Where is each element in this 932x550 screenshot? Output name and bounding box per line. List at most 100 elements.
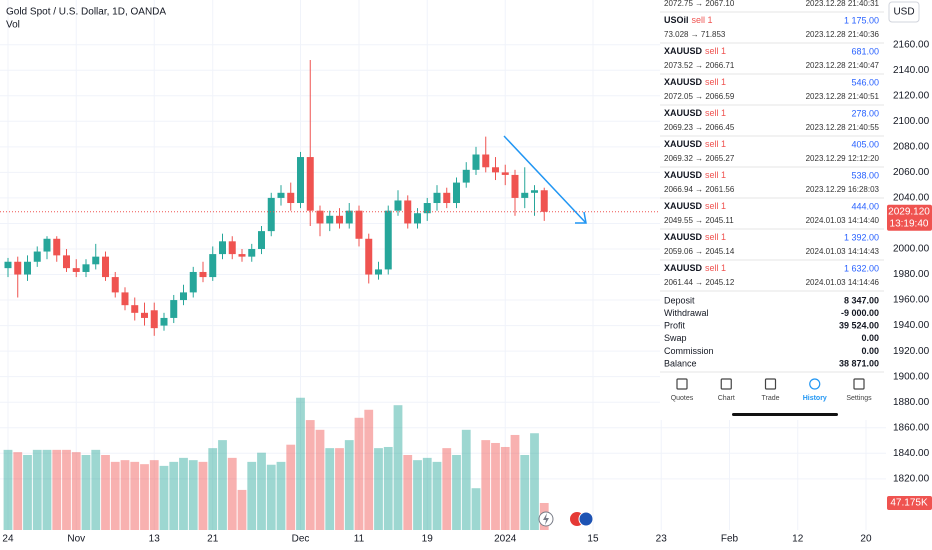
nav-item[interactable]: History: [803, 378, 827, 402]
volume-bar: [335, 448, 344, 530]
y-tick-label: 2040.00: [893, 193, 930, 204]
trade-profit: 1 392.00: [844, 232, 879, 242]
candle-body: [92, 256, 100, 265]
trade-side: sell 1: [705, 170, 726, 180]
trade-symbol: XAUUSD sell 1: [664, 139, 726, 149]
volume-bar: [149, 460, 159, 530]
volume-bar: [530, 433, 539, 530]
trade-symbol-text: XAUUSD: [664, 170, 703, 180]
trade-symbol-text: XAUUSD: [664, 77, 703, 87]
summary-label: Balance: [664, 358, 697, 368]
volume-bar: [325, 448, 335, 530]
volume-bar: [500, 446, 510, 530]
candle-body: [14, 261, 22, 275]
volume-bar: [403, 455, 413, 530]
candle-body: [540, 190, 548, 212]
trade-side: sell 1: [705, 46, 726, 56]
volume-bar: [286, 444, 296, 530]
candle-body: [150, 310, 158, 329]
y-tick-label: 1880.00: [893, 397, 930, 408]
trade-time: 2023.12.28 21:40:36: [806, 30, 880, 39]
last-volume-box: [887, 495, 932, 510]
last-price-box: [887, 204, 932, 231]
volume-bar: [364, 409, 374, 530]
volume-bar: [188, 460, 198, 530]
trade-prices: 2066.94 → 2061.56: [664, 185, 735, 194]
volume-bar: [91, 449, 101, 530]
candle-body: [179, 292, 187, 301]
candle-body: [394, 200, 402, 211]
volume-bar: [208, 448, 218, 530]
volume-bar: [315, 429, 325, 530]
candle-body: [121, 292, 129, 306]
trade-profit: 681.00: [851, 46, 879, 56]
trade-prices: 73.028 → 71.853: [664, 30, 726, 39]
summary-label: Profit: [664, 321, 686, 331]
last-price: 2029.120: [888, 206, 930, 217]
volume-bar: [218, 440, 227, 530]
candle-body: [23, 261, 31, 275]
candle-body: [199, 271, 207, 278]
volume-bar: [140, 464, 149, 530]
trade-profit: 405.00: [851, 139, 879, 149]
trade-prices: 2061.44 → 2045.12: [664, 278, 735, 287]
trade-symbol-text: XAUUSD: [664, 201, 703, 211]
candle-body: [374, 269, 382, 275]
summary-label: Commission: [664, 346, 714, 356]
candle-body: [443, 192, 451, 204]
x-tick-label: Nov: [67, 534, 85, 545]
x-tick-label: 11: [354, 534, 365, 545]
nav-icon: [853, 378, 865, 390]
volume-bar: [247, 461, 257, 530]
volume-bar: [159, 465, 169, 530]
x-tick-label: 21: [207, 534, 219, 545]
trade-time: 2023.12.28 21:40:55: [806, 123, 880, 132]
candle-body: [335, 215, 343, 224]
nav-item[interactable]: Settings: [846, 378, 872, 402]
nav-icon: [720, 378, 732, 390]
candle-body: [511, 174, 519, 198]
trade-prices: 2069.23 → 2066.45: [664, 123, 735, 132]
candle-body: [365, 238, 373, 275]
summary-value: -9 000.00: [841, 308, 879, 318]
y-tick-label: 2060.00: [893, 167, 930, 178]
trade-prices: 2072.75 → 2067.10: [664, 0, 735, 8]
volume-bar: [432, 461, 442, 530]
volume-bar: [471, 488, 481, 530]
y-tick-label: 1900.00: [893, 371, 930, 382]
volume-bar: [276, 461, 286, 530]
nav-item[interactable]: Quotes: [671, 378, 694, 402]
currency-box[interactable]: [888, 1, 920, 23]
candle-body: [462, 169, 470, 183]
nav-icon: [676, 378, 688, 390]
x-tick-label: 24: [2, 534, 14, 545]
nav-item[interactable]: Chart: [718, 378, 735, 402]
candle-body: [62, 255, 70, 269]
volume-bar: [452, 455, 461, 530]
candle-body: [267, 197, 275, 232]
nav-item[interactable]: Trade: [761, 378, 780, 402]
candle-body: [160, 317, 168, 326]
trade-symbol: XAUUSD sell 1: [664, 232, 726, 242]
trade-symbol-text: XAUUSD: [664, 232, 703, 242]
event-icon[interactable]: [578, 511, 594, 527]
y-tick-label: 2120.00: [893, 90, 930, 101]
trade-time: 2024.01.03 14:14:43: [806, 247, 880, 256]
candle-body: [326, 215, 334, 224]
trade-time: 2023.12.28 21:40:31: [806, 0, 880, 8]
trade-symbol: XAUUSD sell 1: [664, 263, 726, 273]
candle-body: [404, 200, 412, 224]
last-volume: 47.175K: [890, 498, 928, 509]
y-tick-label: 2000.00: [893, 244, 930, 255]
volume-bar: [442, 448, 452, 530]
trade-time: 2024.01.03 14:14:46: [806, 278, 880, 287]
trade-prices: 2049.55 → 2045.11: [664, 216, 734, 225]
y-tick-label: 1980.00: [893, 269, 930, 280]
volume-bar: [71, 452, 81, 530]
volume-bar: [266, 464, 276, 530]
volume-bar: [296, 397, 305, 530]
trade-time: 2024.01.03 14:14:40: [806, 216, 880, 225]
candle-body: [316, 210, 324, 224]
candle-body: [209, 254, 217, 278]
